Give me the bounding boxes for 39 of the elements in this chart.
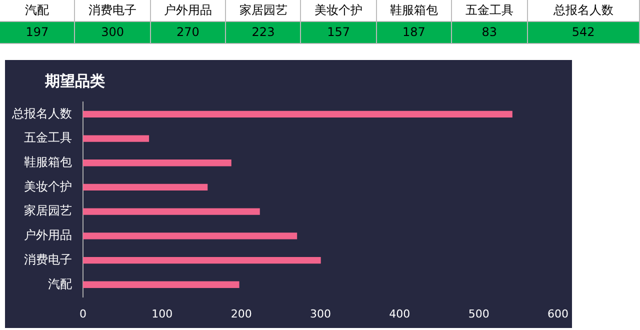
bar [83, 256, 321, 264]
bar [83, 232, 298, 240]
y-tick-label: 消费电子 [24, 252, 72, 266]
bar [83, 281, 240, 288]
data-label: 542 [528, 22, 640, 43]
bar [83, 208, 260, 215]
category-label: 户外用品 [150, 0, 226, 21]
bar [83, 135, 150, 142]
chart-title: 期望品类 [45, 72, 105, 91]
category-label: 家居园艺 [226, 0, 302, 21]
x-tick-label: 200 [230, 307, 252, 320]
x-tick-label: 500 [468, 307, 490, 320]
x-tick-label: 600 [548, 307, 568, 320]
bar [83, 110, 512, 118]
data-label: 300 [75, 22, 151, 43]
category-label: 总报名人数 [528, 0, 640, 21]
data-label: 223 [226, 22, 302, 43]
y-tick-label: 美妆个护 [24, 179, 72, 194]
x-tick-label: 400 [389, 307, 410, 320]
category-label: 消费电子 [75, 0, 151, 21]
x-tick-label: 300 [310, 307, 331, 320]
data-label: 197 [0, 22, 76, 43]
bar [83, 160, 232, 166]
category-label: 美妆个护 [301, 0, 377, 21]
y-tick-label: 五金工具 [24, 130, 72, 145]
y-tick-label: 家居园艺 [24, 204, 72, 218]
bar [83, 184, 208, 191]
category-label: 五金工具 [452, 0, 528, 21]
x-tick-label: 0 [80, 307, 86, 320]
data-label: 83 [452, 22, 528, 43]
data-label: 270 [150, 22, 226, 43]
x-tick-label: 100 [152, 307, 173, 320]
y-tick-label: 汽配 [48, 276, 72, 291]
data-label: 157 [301, 22, 377, 43]
y-tick-label: 户外用品 [24, 228, 72, 242]
category-label: 鞋服箱包 [376, 0, 452, 21]
y-tick-label: 总报名人数 [11, 106, 72, 120]
y-tick-label: 鞋服箱包 [24, 155, 72, 169]
data-label: 187 [376, 22, 452, 43]
